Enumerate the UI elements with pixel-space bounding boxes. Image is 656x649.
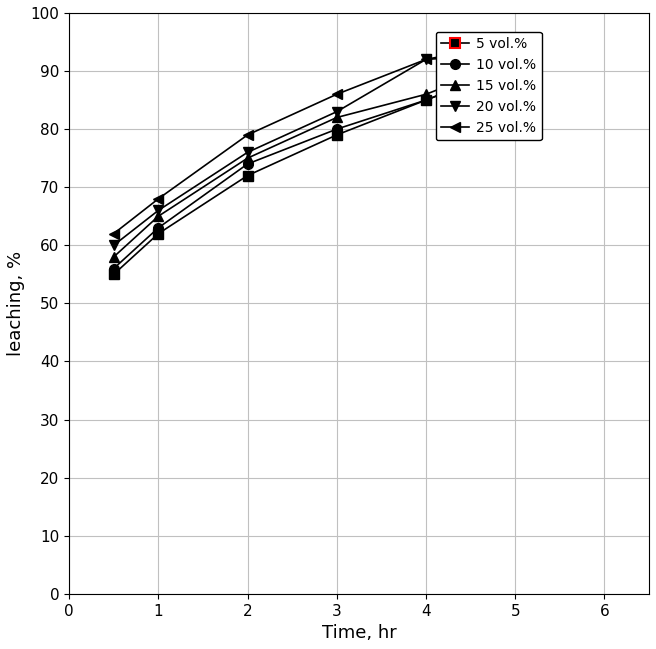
Line: 25 vol.%: 25 vol.% — [109, 37, 520, 239]
20 vol.% — [110, 241, 117, 249]
25 vol.% — [243, 131, 251, 139]
5 vol.% — [511, 61, 519, 69]
25 vol.% — [333, 90, 340, 98]
5 vol.% — [154, 230, 162, 238]
15 vol.% — [422, 90, 430, 98]
Line: 15 vol.%: 15 vol.% — [109, 55, 520, 262]
10 vol.% — [511, 61, 519, 69]
25 vol.% — [154, 195, 162, 202]
Legend: 5 vol.%, 10 vol.%, 15 vol.%, 20 vol.%, 25 vol.%: 5 vol.%, 10 vol.%, 15 vol.%, 20 vol.%, 2… — [436, 32, 542, 140]
5 vol.% — [333, 131, 340, 139]
Y-axis label: leaching, %: leaching, % — [7, 251, 25, 356]
Line: 5 vol.%: 5 vol.% — [109, 60, 520, 279]
20 vol.% — [333, 108, 340, 116]
25 vol.% — [511, 38, 519, 46]
15 vol.% — [333, 114, 340, 121]
10 vol.% — [243, 160, 251, 168]
25 vol.% — [110, 230, 117, 238]
5 vol.% — [243, 172, 251, 180]
15 vol.% — [243, 154, 251, 162]
15 vol.% — [110, 253, 117, 261]
X-axis label: Time, hr: Time, hr — [321, 624, 396, 642]
10 vol.% — [333, 125, 340, 133]
10 vol.% — [110, 265, 117, 273]
15 vol.% — [511, 56, 519, 64]
Line: 10 vol.%: 10 vol.% — [109, 60, 520, 273]
Line: 20 vol.%: 20 vol.% — [109, 49, 520, 250]
15 vol.% — [154, 212, 162, 220]
10 vol.% — [154, 224, 162, 232]
5 vol.% — [422, 96, 430, 104]
20 vol.% — [422, 56, 430, 64]
20 vol.% — [511, 50, 519, 58]
10 vol.% — [422, 96, 430, 104]
5 vol.% — [110, 271, 117, 278]
25 vol.% — [422, 56, 430, 64]
20 vol.% — [154, 206, 162, 214]
20 vol.% — [243, 149, 251, 156]
